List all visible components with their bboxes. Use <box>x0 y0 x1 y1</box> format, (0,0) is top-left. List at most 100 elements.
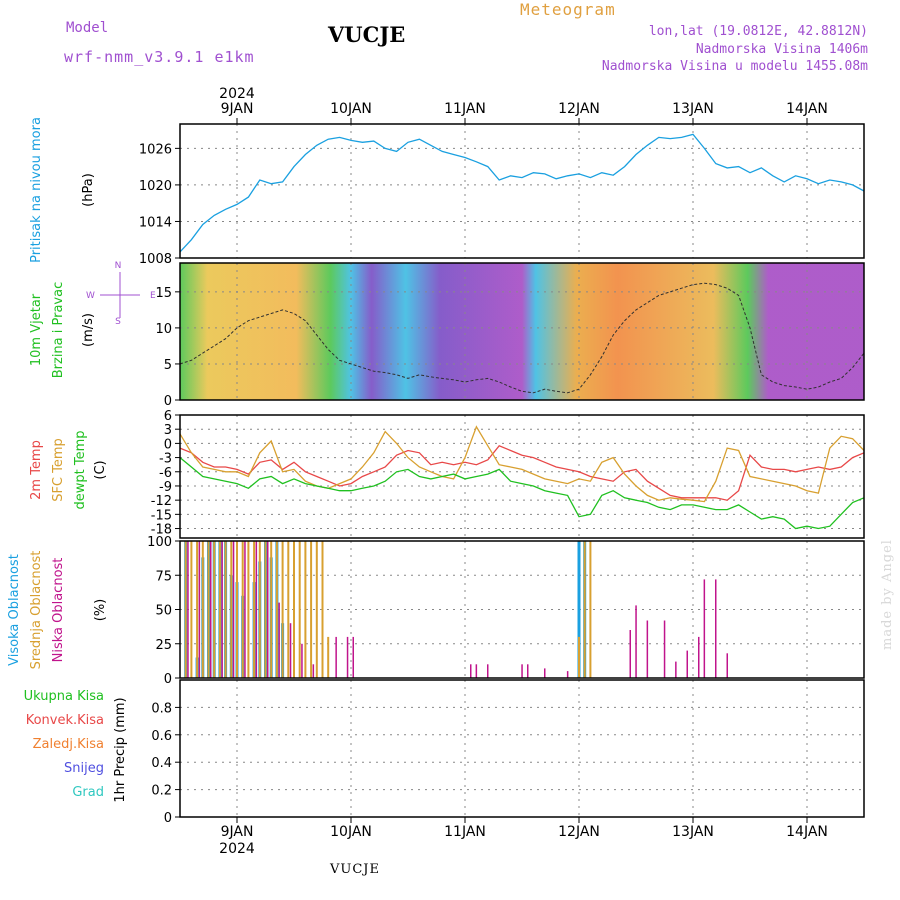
compass-s-label: S <box>115 317 121 327</box>
cloud-bar <box>267 541 269 678</box>
cloud-bar <box>635 605 637 678</box>
y-tick-label: 0.8 <box>151 701 172 716</box>
cloud-bar <box>703 579 706 678</box>
y-tick-label: -12 <box>151 494 172 509</box>
cloud-bar <box>321 541 324 678</box>
cloud-bar <box>646 620 649 678</box>
series-line-wind-speed <box>179 282 865 394</box>
y-tick-label: 50 <box>155 604 172 619</box>
cloud-bar <box>221 541 223 678</box>
bottom-day-label: 13JAN <box>672 824 714 840</box>
cloud-bar <box>327 636 330 678</box>
cloud-bar <box>187 541 189 678</box>
wind-ylabel-2: Brzina i Pravac <box>51 282 66 379</box>
cloud-bar <box>241 541 244 678</box>
top-day-label: 13JAN <box>672 101 714 117</box>
series-line-pressure <box>179 133 865 253</box>
precip-legend-item: Zaledj.Kisa <box>33 737 104 752</box>
top-day-label: 11JAN <box>444 101 486 117</box>
cloud-bar <box>232 541 235 678</box>
pressure-ylabel: Pritisak na nivou mora <box>29 117 44 263</box>
bottom-year-label: 2024 <box>219 841 255 857</box>
cloud-bar <box>589 541 592 678</box>
y-tick-label: 0.4 <box>151 756 172 771</box>
low-cloud-ylabel: Niska Oblacnost <box>51 558 66 663</box>
cloud-bar <box>726 653 728 678</box>
panel-2: 0 5 10 15 <box>155 262 865 409</box>
model-label: Model <box>66 20 109 36</box>
station-title: VUCJE <box>328 22 406 47</box>
cloud-bar <box>190 541 193 678</box>
bottom-day-label: 10JAN <box>330 824 372 840</box>
cloud-bar <box>675 661 677 678</box>
wind-field-background <box>180 263 864 400</box>
cloud-bar <box>247 541 250 678</box>
y-tick-label: 0 <box>164 437 172 452</box>
cloud-bar <box>218 541 221 678</box>
y-tick-label: 5 <box>164 358 172 373</box>
cloud-bar <box>577 541 581 678</box>
y-tick-label: -6 <box>159 466 172 481</box>
cloud-bar <box>224 541 227 678</box>
high-cloud-ylabel: Visoka Oblacnost <box>7 554 22 666</box>
mid-cloud-ylabel: Srednja Oblacnost <box>29 551 44 670</box>
cloud-bar <box>487 664 489 678</box>
top-day-label: 14JAN <box>786 101 828 117</box>
cloud-bar <box>352 636 354 678</box>
cloud-bar <box>578 636 580 678</box>
cloud-bar <box>264 541 267 678</box>
model-elevation-text: Nadmorska Visina u modelu 1455.08m <box>601 59 868 74</box>
series-line-dewpt-temp <box>179 457 865 530</box>
cloud-bar <box>184 541 187 678</box>
cloud-bar <box>210 541 212 678</box>
cloud-bar <box>201 541 204 678</box>
y-tick-label: 25 <box>155 638 172 653</box>
panel-frame <box>179 123 865 259</box>
cloud-bar <box>315 541 318 678</box>
y-tick-label: 1026 <box>139 142 172 157</box>
compass-w-label: W <box>86 291 95 301</box>
cloud-bar <box>230 541 233 678</box>
wind-ylabel: 10m Vjetar <box>29 293 44 366</box>
y-tick-label: 3 <box>164 423 172 438</box>
y-tick-label: 1008 <box>139 252 172 267</box>
model-name: wrf-nmm_v3.9.1 e1km <box>64 48 255 66</box>
panel-frame <box>179 679 865 818</box>
meteogram-label: Meteogram <box>520 0 616 19</box>
y-tick-label: 0 <box>164 811 172 826</box>
panel-1: 1008 1014 1020 1026 <box>139 123 865 267</box>
precip-legend-item: Grad <box>72 785 104 800</box>
y-tick-label: 1014 <box>139 215 172 230</box>
compass-n-label: N <box>115 261 122 271</box>
cloud-bar <box>244 541 246 678</box>
y-tick-label: -3 <box>159 452 172 467</box>
dewpt-ylabel: dewpt Temp <box>73 430 88 509</box>
cloud-bar <box>196 541 199 678</box>
top-day-label: 9JAN <box>221 101 254 117</box>
y-tick-label: 1020 <box>139 179 172 194</box>
y-tick-label: 10 <box>155 322 172 337</box>
temp2m-ylabel: 2m Temp <box>29 440 44 500</box>
bottom-day-label: 9JAN <box>221 824 254 840</box>
y-tick-label: 0 <box>164 672 172 687</box>
cloud-bar <box>629 630 631 678</box>
precip-ylabel: 1hr Precip (mm) <box>113 697 128 802</box>
cloud-bar <box>281 541 284 678</box>
y-tick-label: 100 <box>147 535 172 550</box>
cloud-bar <box>698 636 700 678</box>
y-tick-label: 0.2 <box>151 784 172 799</box>
y-tick-label: -15 <box>151 508 172 523</box>
cloud-bar <box>346 636 349 678</box>
cloud-bar <box>287 541 290 678</box>
bottom-day-label: 12JAN <box>558 824 600 840</box>
cloud-bar <box>527 664 529 678</box>
y-tick-label: 0.6 <box>151 729 172 744</box>
cloud-bar <box>335 636 337 678</box>
precip-legend-item: Konvek.Kisa <box>26 713 104 728</box>
cloud-bar <box>207 541 210 678</box>
cloud-bar <box>198 541 201 678</box>
precip-legend-item: Snijeg <box>64 761 104 776</box>
bottom-day-label: 14JAN <box>786 824 828 840</box>
footer-station-title: VUCJE <box>330 862 380 877</box>
cloud-bar <box>293 541 295 678</box>
